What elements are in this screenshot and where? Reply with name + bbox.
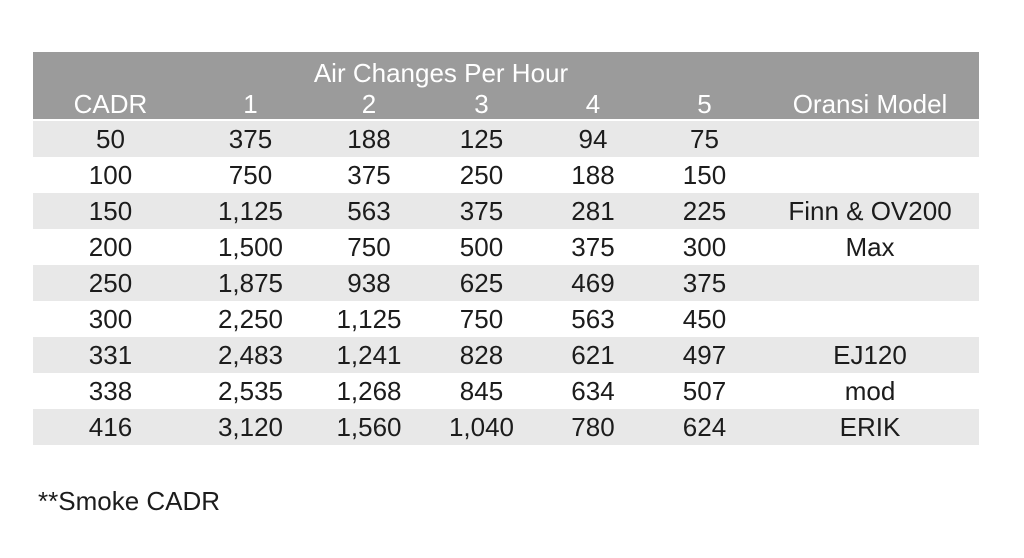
air-changes-table: Air Changes Per Hour CADR 1 2 3 4 5 Oran…: [33, 52, 979, 445]
ach-1-cell: 2,250: [188, 301, 313, 337]
ach-2-cell: 563: [313, 193, 425, 229]
ach-4-cell: 188: [538, 157, 648, 193]
cadr-cell: 300: [33, 301, 188, 337]
ach-3-cell: 375: [425, 193, 538, 229]
table-row: 100 750 375 250 188 150: [33, 157, 979, 193]
ach-4-cell: 563: [538, 301, 648, 337]
table-column-header-row: CADR 1 2 3 4 5 Oransi Model: [33, 89, 979, 121]
ach-1-cell: 750: [188, 157, 313, 193]
ach-4-cell: 281: [538, 193, 648, 229]
table-body: 50 375 188 125 94 75 100 750 375 250 188 150 150 1,12…: [33, 120, 979, 445]
ach-5-cell: 75: [648, 120, 761, 157]
cadr-cell: 416: [33, 409, 188, 445]
table-row: 338 2,535 1,268 845 634 507 mod: [33, 373, 979, 409]
table-row: 50 375 188 125 94 75: [33, 120, 979, 157]
col-header-ach-5: 5: [648, 89, 761, 121]
ach-3-cell: 750: [425, 301, 538, 337]
table-row: 150 1,125 563 375 281 225 Finn & OV200: [33, 193, 979, 229]
table-header: Air Changes Per Hour CADR 1 2 3 4 5 Oran…: [33, 52, 979, 121]
ach-4-cell: 780: [538, 409, 648, 445]
ach-2-cell: 1,125: [313, 301, 425, 337]
oransi-model-cell: [761, 157, 979, 193]
oransi-model-cell: Finn & OV200: [761, 193, 979, 229]
ach-5-cell: 150: [648, 157, 761, 193]
ach-4-cell: 94: [538, 120, 648, 157]
ach-5-cell: 375: [648, 265, 761, 301]
ach-3-cell: 845: [425, 373, 538, 409]
ach-3-cell: 125: [425, 120, 538, 157]
ach-2-cell: 750: [313, 229, 425, 265]
table-title-row: Air Changes Per Hour: [33, 52, 979, 89]
cadr-cell: 150: [33, 193, 188, 229]
ach-1-cell: 3,120: [188, 409, 313, 445]
col-header-cadr: CADR: [33, 89, 188, 121]
oransi-model-cell: [761, 301, 979, 337]
ach-2-cell: 375: [313, 157, 425, 193]
ach-2-cell: 1,268: [313, 373, 425, 409]
oransi-model-cell: mod: [761, 373, 979, 409]
table-row: 416 3,120 1,560 1,040 780 624 ERIK: [33, 409, 979, 445]
ach-1-cell: 2,483: [188, 337, 313, 373]
table-title: Air Changes Per Hour: [33, 52, 979, 89]
ach-5-cell: 507: [648, 373, 761, 409]
ach-3-cell: 1,040: [425, 409, 538, 445]
cadr-cell: 331: [33, 337, 188, 373]
smoke-cadr-footnote: **Smoke CADR: [38, 486, 221, 516]
ach-4-cell: 375: [538, 229, 648, 265]
oransi-model-cell: [761, 265, 979, 301]
ach-4-cell: 621: [538, 337, 648, 373]
cadr-cell: 338: [33, 373, 188, 409]
ach-1-cell: 375: [188, 120, 313, 157]
ach-3-cell: 625: [425, 265, 538, 301]
ach-3-cell: 250: [425, 157, 538, 193]
ach-1-cell: 1,125: [188, 193, 313, 229]
ach-5-cell: 225: [648, 193, 761, 229]
ach-5-cell: 300: [648, 229, 761, 265]
oransi-model-cell: EJ120: [761, 337, 979, 373]
ach-4-cell: 634: [538, 373, 648, 409]
ach-2-cell: 1,241: [313, 337, 425, 373]
table-row: 300 2,250 1,125 750 563 450: [33, 301, 979, 337]
col-header-ach-3: 3: [425, 89, 538, 121]
ach-1-cell: 1,875: [188, 265, 313, 301]
ach-2-cell: 938: [313, 265, 425, 301]
table-row: 200 1,500 750 500 375 300 Max: [33, 229, 979, 265]
table-row: 331 2,483 1,241 828 621 497 EJ120: [33, 337, 979, 373]
ach-4-cell: 469: [538, 265, 648, 301]
oransi-model-cell: ERIK: [761, 409, 979, 445]
ach-2-cell: 188: [313, 120, 425, 157]
ach-2-cell: 1,560: [313, 409, 425, 445]
col-header-ach-4: 4: [538, 89, 648, 121]
oransi-model-cell: Max: [761, 229, 979, 265]
oransi-model-cell: [761, 120, 979, 157]
ach-5-cell: 624: [648, 409, 761, 445]
cadr-cell: 250: [33, 265, 188, 301]
cadr-cell: 50: [33, 120, 188, 157]
cadr-cell: 100: [33, 157, 188, 193]
table-row: 250 1,875 938 625 469 375: [33, 265, 979, 301]
ach-3-cell: 500: [425, 229, 538, 265]
ach-1-cell: 1,500: [188, 229, 313, 265]
cadr-cell: 200: [33, 229, 188, 265]
col-header-oransi-model: Oransi Model: [761, 89, 979, 121]
col-header-ach-2: 2: [313, 89, 425, 121]
col-header-ach-1: 1: [188, 89, 313, 121]
ach-5-cell: 450: [648, 301, 761, 337]
ach-5-cell: 497: [648, 337, 761, 373]
ach-3-cell: 828: [425, 337, 538, 373]
ach-1-cell: 2,535: [188, 373, 313, 409]
